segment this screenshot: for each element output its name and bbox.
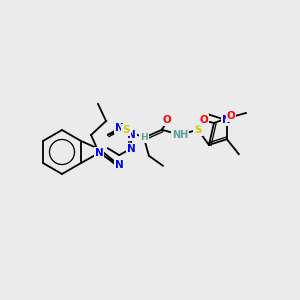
Text: N: N (115, 160, 123, 170)
Text: N: N (127, 144, 135, 154)
Text: NH: NH (172, 130, 188, 140)
Text: N: N (127, 130, 136, 140)
Text: N: N (115, 123, 124, 133)
Text: H: H (140, 133, 148, 142)
Text: O: O (163, 115, 171, 125)
Text: S: S (194, 125, 202, 135)
Text: S: S (122, 125, 130, 135)
Text: O: O (226, 111, 235, 121)
Text: N: N (223, 115, 231, 125)
Text: O: O (200, 115, 208, 125)
Text: N: N (95, 148, 103, 158)
